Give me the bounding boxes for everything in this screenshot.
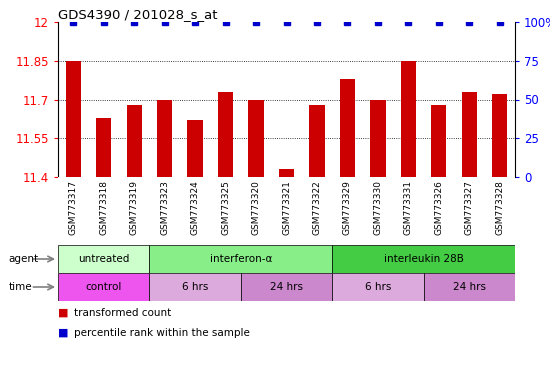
Bar: [249, 99, 263, 177]
Bar: [96, 118, 111, 177]
Text: GSM773323: GSM773323: [160, 180, 169, 235]
Text: control: control: [85, 282, 122, 292]
Text: GSM773331: GSM773331: [404, 180, 413, 235]
Bar: [332, 245, 515, 273]
Text: interleukin 28B: interleukin 28B: [384, 254, 464, 264]
Bar: [309, 105, 324, 177]
Text: 24 hrs: 24 hrs: [270, 282, 303, 292]
Bar: [340, 79, 355, 177]
Text: transformed count: transformed count: [74, 308, 172, 318]
Text: 6 hrs: 6 hrs: [365, 282, 391, 292]
Text: GSM773330: GSM773330: [373, 180, 382, 235]
Bar: [150, 273, 241, 301]
Bar: [424, 273, 515, 301]
Text: GSM773326: GSM773326: [434, 180, 443, 235]
Bar: [370, 99, 386, 177]
Bar: [241, 273, 332, 301]
Text: time: time: [8, 282, 32, 292]
Text: GSM773328: GSM773328: [495, 180, 504, 235]
Bar: [401, 61, 416, 177]
Text: untreated: untreated: [78, 254, 129, 264]
Text: GSM773317: GSM773317: [69, 180, 78, 235]
Text: agent: agent: [8, 254, 38, 264]
Text: GSM773321: GSM773321: [282, 180, 291, 235]
Text: percentile rank within the sample: percentile rank within the sample: [74, 328, 250, 338]
Bar: [279, 169, 294, 177]
Text: GSM773318: GSM773318: [99, 180, 108, 235]
Text: GSM773325: GSM773325: [221, 180, 230, 235]
Bar: [431, 105, 447, 177]
Bar: [188, 120, 203, 177]
Bar: [218, 92, 233, 177]
Bar: [332, 273, 424, 301]
Bar: [65, 61, 81, 177]
Bar: [126, 105, 142, 177]
Text: 6 hrs: 6 hrs: [182, 282, 208, 292]
Text: 24 hrs: 24 hrs: [453, 282, 486, 292]
Text: GDS4390 / 201028_s_at: GDS4390 / 201028_s_at: [58, 8, 217, 21]
Text: GSM773327: GSM773327: [465, 180, 474, 235]
Bar: [461, 92, 477, 177]
Text: ■: ■: [58, 328, 69, 338]
Bar: [58, 245, 150, 273]
Bar: [492, 94, 508, 177]
Text: GSM773322: GSM773322: [312, 180, 321, 235]
Text: GSM773324: GSM773324: [191, 180, 200, 235]
Text: GSM773329: GSM773329: [343, 180, 352, 235]
Text: GSM773319: GSM773319: [130, 180, 139, 235]
Text: ■: ■: [58, 308, 69, 318]
Bar: [150, 245, 332, 273]
Bar: [157, 99, 172, 177]
Text: GSM773320: GSM773320: [251, 180, 261, 235]
Bar: [58, 273, 150, 301]
Text: interferon-α: interferon-α: [210, 254, 272, 264]
